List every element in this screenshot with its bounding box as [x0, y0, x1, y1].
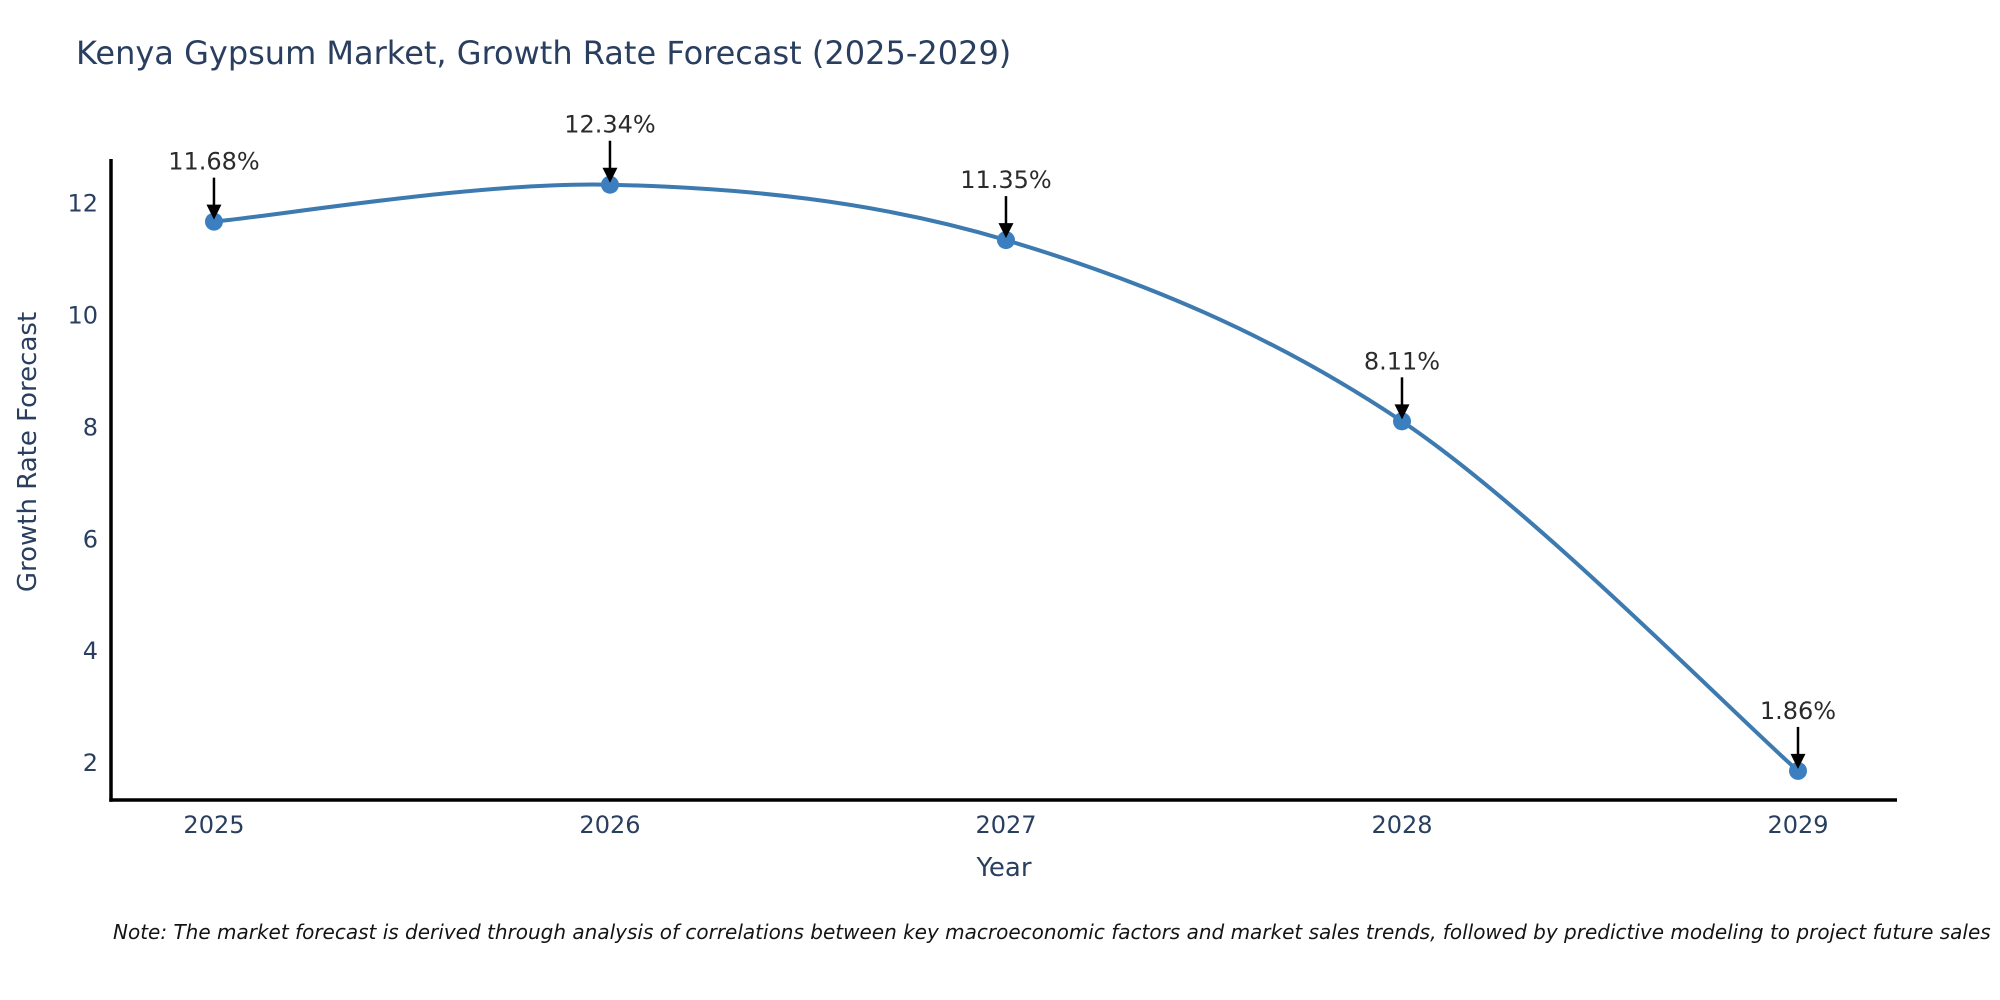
data-point-2025	[204, 212, 223, 231]
annotation-arrow-head	[206, 204, 222, 220]
annotation-label-2025: 11.68%	[168, 148, 260, 176]
annotation-arrow-head	[602, 167, 618, 183]
y-tick-label: 8	[83, 413, 98, 441]
annotation-label-2027: 11.35%	[960, 166, 1052, 194]
y-tick-label: 4	[83, 637, 98, 665]
annotation-arrow-head	[998, 223, 1014, 239]
x-tick-label: 2026	[579, 811, 640, 839]
y-tick-label: 12	[67, 190, 98, 218]
y-tick-label: 2	[83, 749, 98, 777]
x-tick-label: 2025	[183, 811, 244, 839]
chart-title: Kenya Gypsum Market, Growth Rate Forecas…	[76, 34, 1012, 72]
y-tick-label: 10	[67, 302, 98, 330]
footnote: Note: The market forecast is derived thr…	[113, 920, 1991, 944]
data-point-2026	[600, 175, 619, 194]
x-axis-title: Year	[976, 853, 1032, 883]
forecast-line	[212, 182, 1800, 773]
annotation-label-2026: 12.34%	[564, 111, 656, 139]
data-point-2029	[1788, 761, 1807, 780]
x-tick-label: 2028	[1371, 811, 1432, 839]
data-point-2028	[1392, 412, 1411, 431]
annotation-arrow-head	[1790, 753, 1806, 769]
x-tick-label: 2027	[975, 811, 1036, 839]
annotation-label-2028: 8.11%	[1364, 347, 1440, 375]
annotation-label-2029: 1.86%	[1760, 697, 1836, 725]
annotation-arrow-head	[1394, 404, 1410, 420]
y-tick-label: 6	[83, 525, 98, 553]
data-point-2027	[996, 231, 1015, 250]
x-tick-label: 2029	[1767, 811, 1828, 839]
